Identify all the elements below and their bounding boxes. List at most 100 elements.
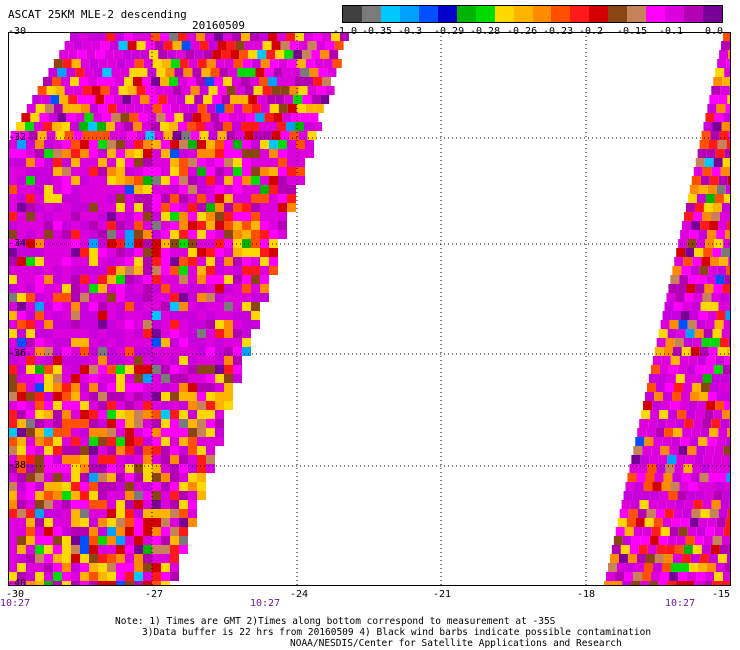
wind-cell — [143, 338, 152, 347]
wind-cell — [694, 455, 704, 464]
wind-cell — [215, 257, 224, 266]
wind-cell — [35, 572, 44, 581]
wind-cell — [179, 347, 188, 356]
wind-cell — [44, 158, 53, 167]
wind-cell — [17, 527, 26, 536]
wind-cell — [134, 419, 143, 428]
wind-cell — [35, 347, 44, 356]
wind-cell — [35, 329, 44, 338]
wind-cell — [26, 455, 35, 464]
wind-cell — [134, 59, 144, 68]
wind-cell — [233, 338, 242, 347]
wind-cell — [66, 68, 76, 77]
wind-cell — [179, 446, 188, 455]
wind-cell — [44, 266, 53, 275]
wind-cell — [134, 320, 143, 329]
wind-cell — [80, 491, 89, 500]
wind-cell — [89, 140, 98, 149]
wind-cell — [215, 158, 224, 167]
wind-cell — [71, 509, 80, 518]
wind-cell — [8, 185, 17, 194]
wind-cell — [17, 212, 26, 221]
wind-cell — [160, 122, 169, 131]
wind-cell — [662, 437, 672, 446]
wind-cell — [80, 482, 89, 491]
wind-cell — [724, 563, 731, 572]
wind-cell — [197, 284, 206, 293]
wind-cell — [188, 419, 197, 428]
wind-cell — [120, 113, 130, 122]
wind-cell — [26, 572, 35, 581]
wind-cell — [89, 356, 98, 365]
wind-cell — [206, 212, 215, 221]
wind-cell — [708, 473, 718, 482]
wind-cell — [53, 212, 62, 221]
wind-cell — [706, 149, 716, 158]
colorbar-label: -0.26 — [507, 26, 538, 37]
wind-cell — [26, 374, 35, 383]
wind-cell — [8, 266, 17, 275]
wind-cell — [206, 293, 215, 302]
wind-cell — [134, 248, 143, 257]
wind-cell — [224, 176, 233, 185]
wind-cell — [116, 347, 125, 356]
wind-cell — [37, 86, 47, 95]
wind-cell — [197, 482, 206, 491]
wind-cell — [152, 536, 161, 545]
wind-cell — [8, 473, 17, 482]
wind-cell — [224, 185, 233, 194]
wind-cell — [107, 518, 116, 527]
wind-cell — [71, 410, 80, 419]
wind-cell — [197, 248, 206, 257]
wind-cell — [649, 536, 659, 545]
wind-cell — [152, 158, 161, 167]
wind-cell — [717, 473, 727, 482]
wind-cell — [604, 581, 614, 586]
wind-cell — [107, 140, 116, 149]
wind-cell — [152, 221, 161, 230]
wind-cell — [188, 176, 197, 185]
wind-cell — [217, 131, 227, 140]
wind-cell — [700, 428, 710, 437]
wind-cell — [134, 527, 143, 536]
wind-cell — [80, 536, 89, 545]
wind-cell — [226, 131, 236, 140]
wind-cell — [188, 284, 197, 293]
wind-cell — [125, 185, 134, 194]
wind-cell — [242, 257, 251, 266]
wind-cell — [188, 302, 197, 311]
wind-cell — [179, 356, 188, 365]
wind-cell — [161, 419, 170, 428]
wind-cell — [701, 131, 711, 140]
wind-cell — [251, 140, 260, 149]
wind-cell — [259, 32, 268, 41]
wind-cell — [296, 176, 305, 185]
wind-cell — [161, 554, 170, 563]
wind-cell — [670, 401, 680, 410]
wind-cell — [241, 122, 250, 131]
wind-cell — [161, 527, 170, 536]
wind-cell — [255, 68, 265, 77]
wind-cell — [205, 32, 214, 41]
wind-cell — [638, 545, 648, 554]
wind-cell — [44, 482, 53, 491]
wind-cell — [143, 320, 152, 329]
wind-cell — [28, 131, 38, 140]
wind-cell — [623, 491, 633, 500]
wind-cell — [134, 239, 143, 248]
wind-cell — [722, 284, 731, 293]
wind-cell — [707, 437, 717, 446]
wind-cell — [233, 374, 242, 383]
wind-cell — [260, 203, 269, 212]
wind-cell — [17, 500, 26, 509]
wind-cell — [134, 509, 143, 518]
wind-cell — [675, 419, 685, 428]
wind-cell — [26, 410, 35, 419]
wind-cell — [161, 239, 170, 248]
wind-cell — [138, 68, 148, 77]
wind-cell — [116, 473, 125, 482]
wind-cell — [152, 194, 161, 203]
wind-cell — [116, 302, 125, 311]
wind-cell — [188, 473, 197, 482]
wind-cell — [71, 491, 80, 500]
